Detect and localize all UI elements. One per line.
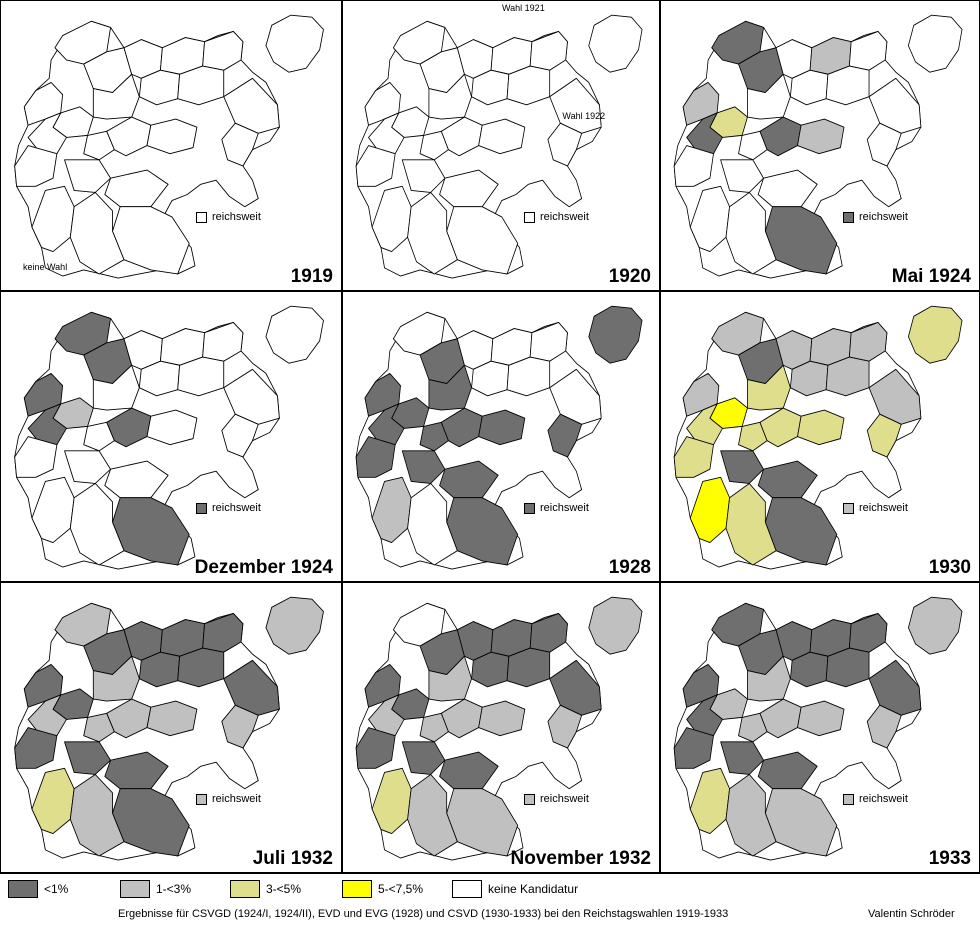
panel-title: Mai 1924 [892, 266, 971, 288]
constituency-region [147, 701, 197, 736]
reichsweit-indicator: reichsweit [196, 502, 261, 514]
east-prussia-region [589, 306, 642, 363]
map-panel: reichsweit Juli 1932 [0, 582, 342, 873]
panel-title: 1930 [929, 557, 971, 579]
map-panel: reichsweit 1928 [342, 291, 660, 582]
map-grid: reichsweit keine Wahl 1919 reichsweit Wahl 1… [0, 0, 980, 873]
reichsweit-label: reichsweit [212, 793, 261, 805]
legend-swatch [452, 880, 482, 898]
east-prussia-region [266, 306, 324, 363]
reichsweit-swatch [843, 503, 854, 514]
germany-map [661, 292, 980, 582]
reichsweit-label: reichsweit [212, 502, 261, 514]
constituency-region [798, 410, 844, 445]
panel-title: 1928 [609, 557, 651, 579]
legend-item-lt3: 1-<3% [120, 880, 191, 898]
map-note: keine Wahl [23, 262, 67, 272]
reichsweit-label: reichsweit [859, 211, 908, 223]
legend-label: keine Kandidatur [488, 882, 578, 896]
reichsweit-swatch [196, 503, 207, 514]
reichsweit-indicator: reichsweit [196, 211, 261, 223]
reichsweit-swatch [843, 794, 854, 805]
legend-swatch [120, 880, 150, 898]
germany-map [1, 1, 342, 291]
east-prussia-region [589, 15, 642, 72]
reichsweit-swatch [196, 794, 207, 805]
germany-map [343, 1, 660, 291]
constituency-region [147, 410, 197, 445]
reichsweit-indicator: reichsweit [524, 793, 589, 805]
legend-swatch [342, 880, 372, 898]
panel-title: Dezember 1924 [195, 557, 333, 579]
reichsweit-swatch [196, 212, 207, 223]
map-panel: reichsweit 1933 [660, 582, 980, 873]
constituency-region [479, 119, 525, 154]
reichsweit-indicator: reichsweit [843, 793, 908, 805]
germany-map [661, 583, 980, 873]
reichsweit-indicator: reichsweit [196, 793, 261, 805]
constituency-region [479, 701, 525, 736]
legend-item-none: keine Kandidatur [452, 880, 578, 898]
germany-map [661, 1, 980, 291]
legend-label: 1-<3% [156, 882, 191, 896]
reichsweit-swatch [524, 212, 535, 223]
reichsweit-swatch [524, 503, 535, 514]
east-prussia-region [589, 597, 642, 654]
reichsweit-indicator: reichsweit [524, 211, 589, 223]
constituency-region [479, 410, 525, 445]
east-prussia-region [908, 597, 962, 654]
legend-swatch [230, 880, 260, 898]
panel-title: 1920 [609, 266, 651, 288]
map-panel: reichsweit November 1932 [342, 582, 660, 873]
map-panel: reichsweit Dezember 1924 [0, 291, 342, 582]
reichsweit-label: reichsweit [212, 211, 261, 223]
legend-label: <1% [44, 882, 68, 896]
east-prussia-region [266, 597, 324, 654]
reichsweit-swatch [843, 212, 854, 223]
reichsweit-indicator: reichsweit [843, 502, 908, 514]
east-prussia-region [266, 15, 324, 72]
east-prussia-region [908, 306, 962, 363]
constituency-region [798, 119, 844, 154]
panel-title: Juli 1932 [253, 848, 333, 870]
reichsweit-label: reichsweit [859, 793, 908, 805]
legend: <1% 1-<3% 3-<5% 5-<7,5% keine Kandidatur [0, 873, 980, 932]
footer-caption: Ergebnisse für CSVGD (1924/I, 1924/II), … [118, 908, 728, 920]
panel-title: November 1932 [511, 848, 651, 870]
footer-author: Valentin Schröder [868, 908, 955, 920]
map-panel: reichsweit keine Wahl 1919 [0, 0, 342, 291]
map-note: Wahl 1922 [562, 111, 605, 121]
legend-item-lt75: 5-<7,5% [342, 880, 423, 898]
reichsweit-swatch [524, 794, 535, 805]
legend-item-lt5: 3-<5% [230, 880, 301, 898]
map-panel: reichsweit Mai 1924 [660, 0, 980, 291]
map-panel: reichsweit Wahl 1921 Wahl 1922 1920 [342, 0, 660, 291]
reichsweit-label: reichsweit [540, 211, 589, 223]
reichsweit-indicator: reichsweit [843, 211, 908, 223]
legend-swatch [8, 880, 38, 898]
reichsweit-label: reichsweit [540, 793, 589, 805]
germany-map [343, 292, 660, 582]
panel-title: 1919 [291, 266, 333, 288]
germany-map [1, 292, 342, 582]
reichsweit-indicator: reichsweit [524, 502, 589, 514]
constituency-region [798, 701, 844, 736]
germany-map [343, 583, 660, 873]
legend-item-lt1: <1% [8, 880, 68, 898]
reichsweit-label: reichsweit [540, 502, 589, 514]
legend-label: 5-<7,5% [378, 882, 423, 896]
reichsweit-label: reichsweit [859, 502, 908, 514]
panel-title: 1933 [929, 848, 971, 870]
germany-map [1, 583, 342, 873]
east-prussia-region [908, 15, 962, 72]
legend-label: 3-<5% [266, 882, 301, 896]
map-note: Wahl 1921 [502, 3, 545, 13]
map-panel: reichsweit 1930 [660, 291, 980, 582]
constituency-region [147, 119, 197, 154]
